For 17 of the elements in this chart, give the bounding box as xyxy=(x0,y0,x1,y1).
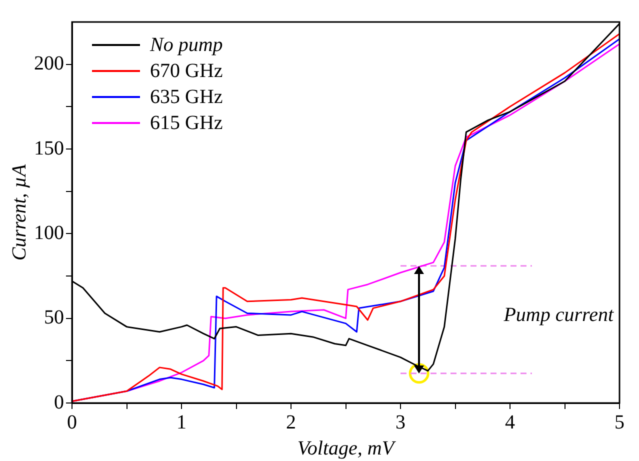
legend-label: 635 GHz xyxy=(150,85,223,110)
legend-label: 615 GHz xyxy=(150,111,223,136)
legend-label: No pump xyxy=(150,33,223,58)
x-tick-label: 3 xyxy=(396,411,406,434)
y-tick-label: 100 xyxy=(34,222,64,244)
annotation: Pump current xyxy=(504,304,614,327)
y-tick-label: 50 xyxy=(44,306,64,329)
x-tick-label: 2 xyxy=(286,411,296,434)
y-axis-title: Current, µA xyxy=(8,164,30,261)
x-tick-label: 5 xyxy=(614,411,624,434)
x-axis-title: Voltage, mV xyxy=(297,437,397,460)
x-tick-label: 1 xyxy=(176,411,186,434)
y-tick-label: 150 xyxy=(34,137,64,160)
y-tick-label: 200 xyxy=(34,52,64,75)
legend-label: 670 GHz xyxy=(150,59,223,84)
y-tick-label: 0 xyxy=(54,391,64,414)
x-tick-label: 4 xyxy=(505,411,515,434)
